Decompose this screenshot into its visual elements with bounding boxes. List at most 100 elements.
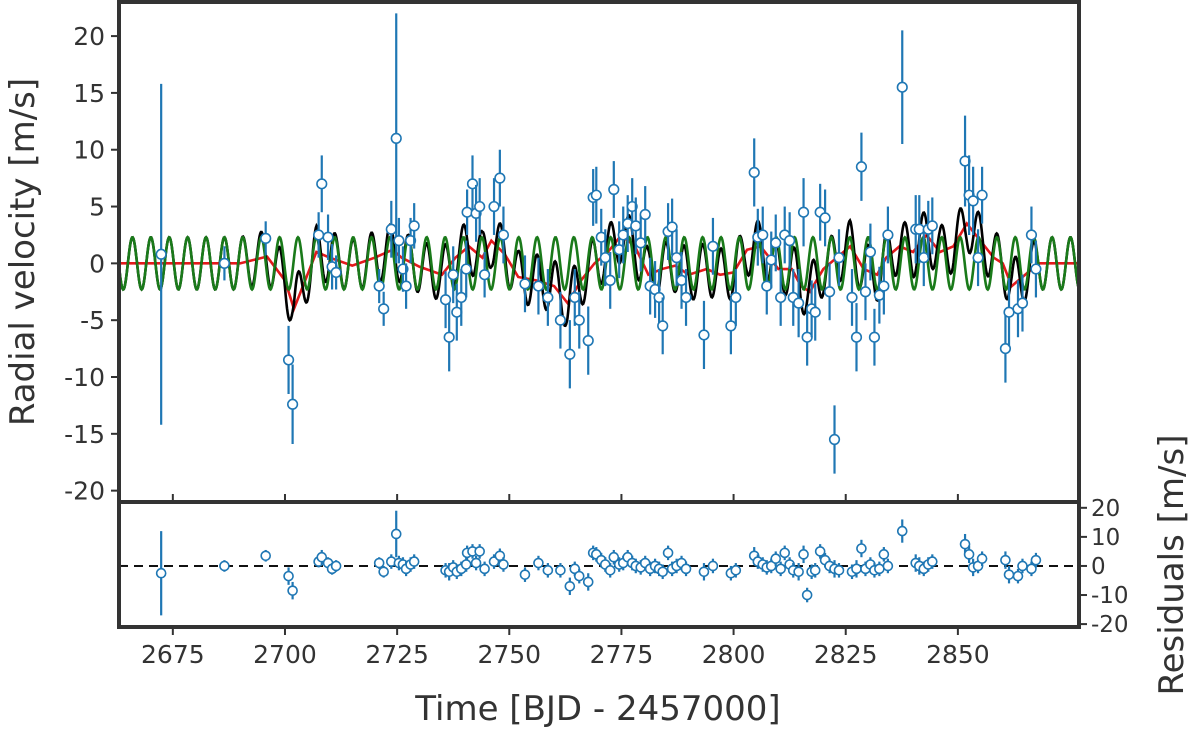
rv-y-tick-label: -10	[64, 363, 105, 392]
rv-marker	[461, 206, 473, 218]
rv-point	[461, 189, 473, 235]
residual-point	[963, 545, 975, 564]
rv-point	[604, 252, 616, 309]
residual-marker	[1026, 563, 1037, 575]
residual-marker	[287, 585, 298, 596]
rv-marker	[400, 280, 412, 292]
residual-point	[801, 587, 813, 603]
rv-point	[868, 308, 881, 366]
rv-point	[313, 212, 325, 258]
residual-marker	[833, 565, 845, 576]
rv-marker	[918, 252, 930, 264]
rv-marker	[390, 132, 402, 144]
rv-point	[1003, 278, 1015, 347]
rv-marker	[926, 220, 938, 232]
residual-marker	[1000, 554, 1011, 566]
rv-point	[657, 297, 669, 355]
rv-marker	[1025, 229, 1038, 241]
rv-point	[564, 320, 576, 389]
residuals-y-tick-label: -20	[1091, 612, 1129, 638]
residual-marker	[542, 565, 554, 576]
residuals-y-axis-title: Residuals [m/s]	[1152, 435, 1192, 696]
residual-point	[779, 545, 791, 561]
x-tick-label: 2750	[477, 640, 541, 669]
residual-marker	[390, 528, 402, 540]
residual-point	[851, 560, 862, 578]
rv-point	[779, 206, 791, 264]
residual-marker	[657, 566, 669, 578]
rv-marker	[630, 220, 642, 232]
rv-marker	[488, 200, 500, 213]
rv-point	[582, 306, 594, 375]
residual-points-layer	[155, 510, 1042, 616]
rv-marker	[218, 257, 231, 269]
residual-point	[775, 561, 786, 577]
rv-point	[542, 269, 554, 326]
rv-point	[466, 155, 479, 213]
residual-point	[604, 563, 616, 578]
residual-point	[479, 561, 490, 577]
rv-marker	[590, 189, 602, 201]
residual-marker	[814, 546, 826, 557]
rv-point	[474, 178, 486, 235]
residual-marker	[408, 556, 420, 567]
residuals-y-tick-label: 20	[1091, 496, 1120, 522]
rv-point	[850, 303, 863, 372]
residual-marker	[896, 525, 908, 537]
residual-marker	[604, 565, 616, 576]
residual-marker	[260, 550, 271, 562]
rv-point	[967, 166, 979, 235]
residual-marker	[959, 538, 971, 550]
rv-marker	[287, 398, 299, 410]
residual-point	[219, 560, 230, 572]
rv-marker	[479, 269, 491, 281]
rv-point	[439, 271, 452, 329]
rv-panel-frame	[117, 0, 1081, 504]
residual-marker	[851, 563, 862, 575]
residual-point	[1030, 552, 1042, 568]
rv-point	[972, 229, 984, 287]
rv-marker	[554, 314, 567, 326]
residual-marker	[219, 560, 230, 572]
rv-point	[926, 197, 938, 255]
residual-point	[680, 561, 692, 577]
rv-point	[873, 266, 885, 324]
rv-point	[639, 186, 651, 243]
x-tick-label: 2825	[814, 640, 878, 669]
residual-marker	[283, 570, 294, 582]
rv-point	[378, 291, 390, 326]
residual-point	[564, 577, 576, 596]
rv-point	[784, 212, 796, 270]
rv-point	[447, 246, 459, 304]
rv-marker	[408, 220, 420, 232]
rv-point	[488, 178, 500, 235]
residual-point	[1026, 561, 1037, 577]
rv-point	[322, 214, 334, 260]
rv-marker	[569, 291, 581, 304]
residual-marker	[882, 560, 894, 572]
rv-point	[451, 283, 463, 341]
rv-marker	[775, 291, 787, 304]
rv-y-tick-label: 10	[73, 136, 105, 165]
rv-point	[400, 263, 412, 309]
rv-marker	[608, 183, 620, 196]
rv-marker	[761, 280, 773, 292]
residual-marker	[378, 566, 389, 578]
rv-point	[913, 195, 925, 264]
residual-point	[1003, 565, 1015, 584]
rv-y-tick-label: 15	[73, 79, 105, 108]
residual-point	[378, 565, 389, 578]
rv-marker	[770, 237, 782, 249]
rv-marker	[801, 331, 813, 343]
residual-marker	[533, 557, 544, 569]
rv-point	[460, 240, 472, 298]
rv-point	[408, 203, 420, 249]
rv-point	[730, 269, 742, 326]
residual-marker	[801, 589, 813, 601]
rv-marker	[460, 263, 472, 275]
rv-marker	[439, 294, 452, 306]
rv-marker	[330, 266, 342, 279]
rv-marker	[859, 286, 872, 298]
rv-point	[519, 255, 531, 313]
